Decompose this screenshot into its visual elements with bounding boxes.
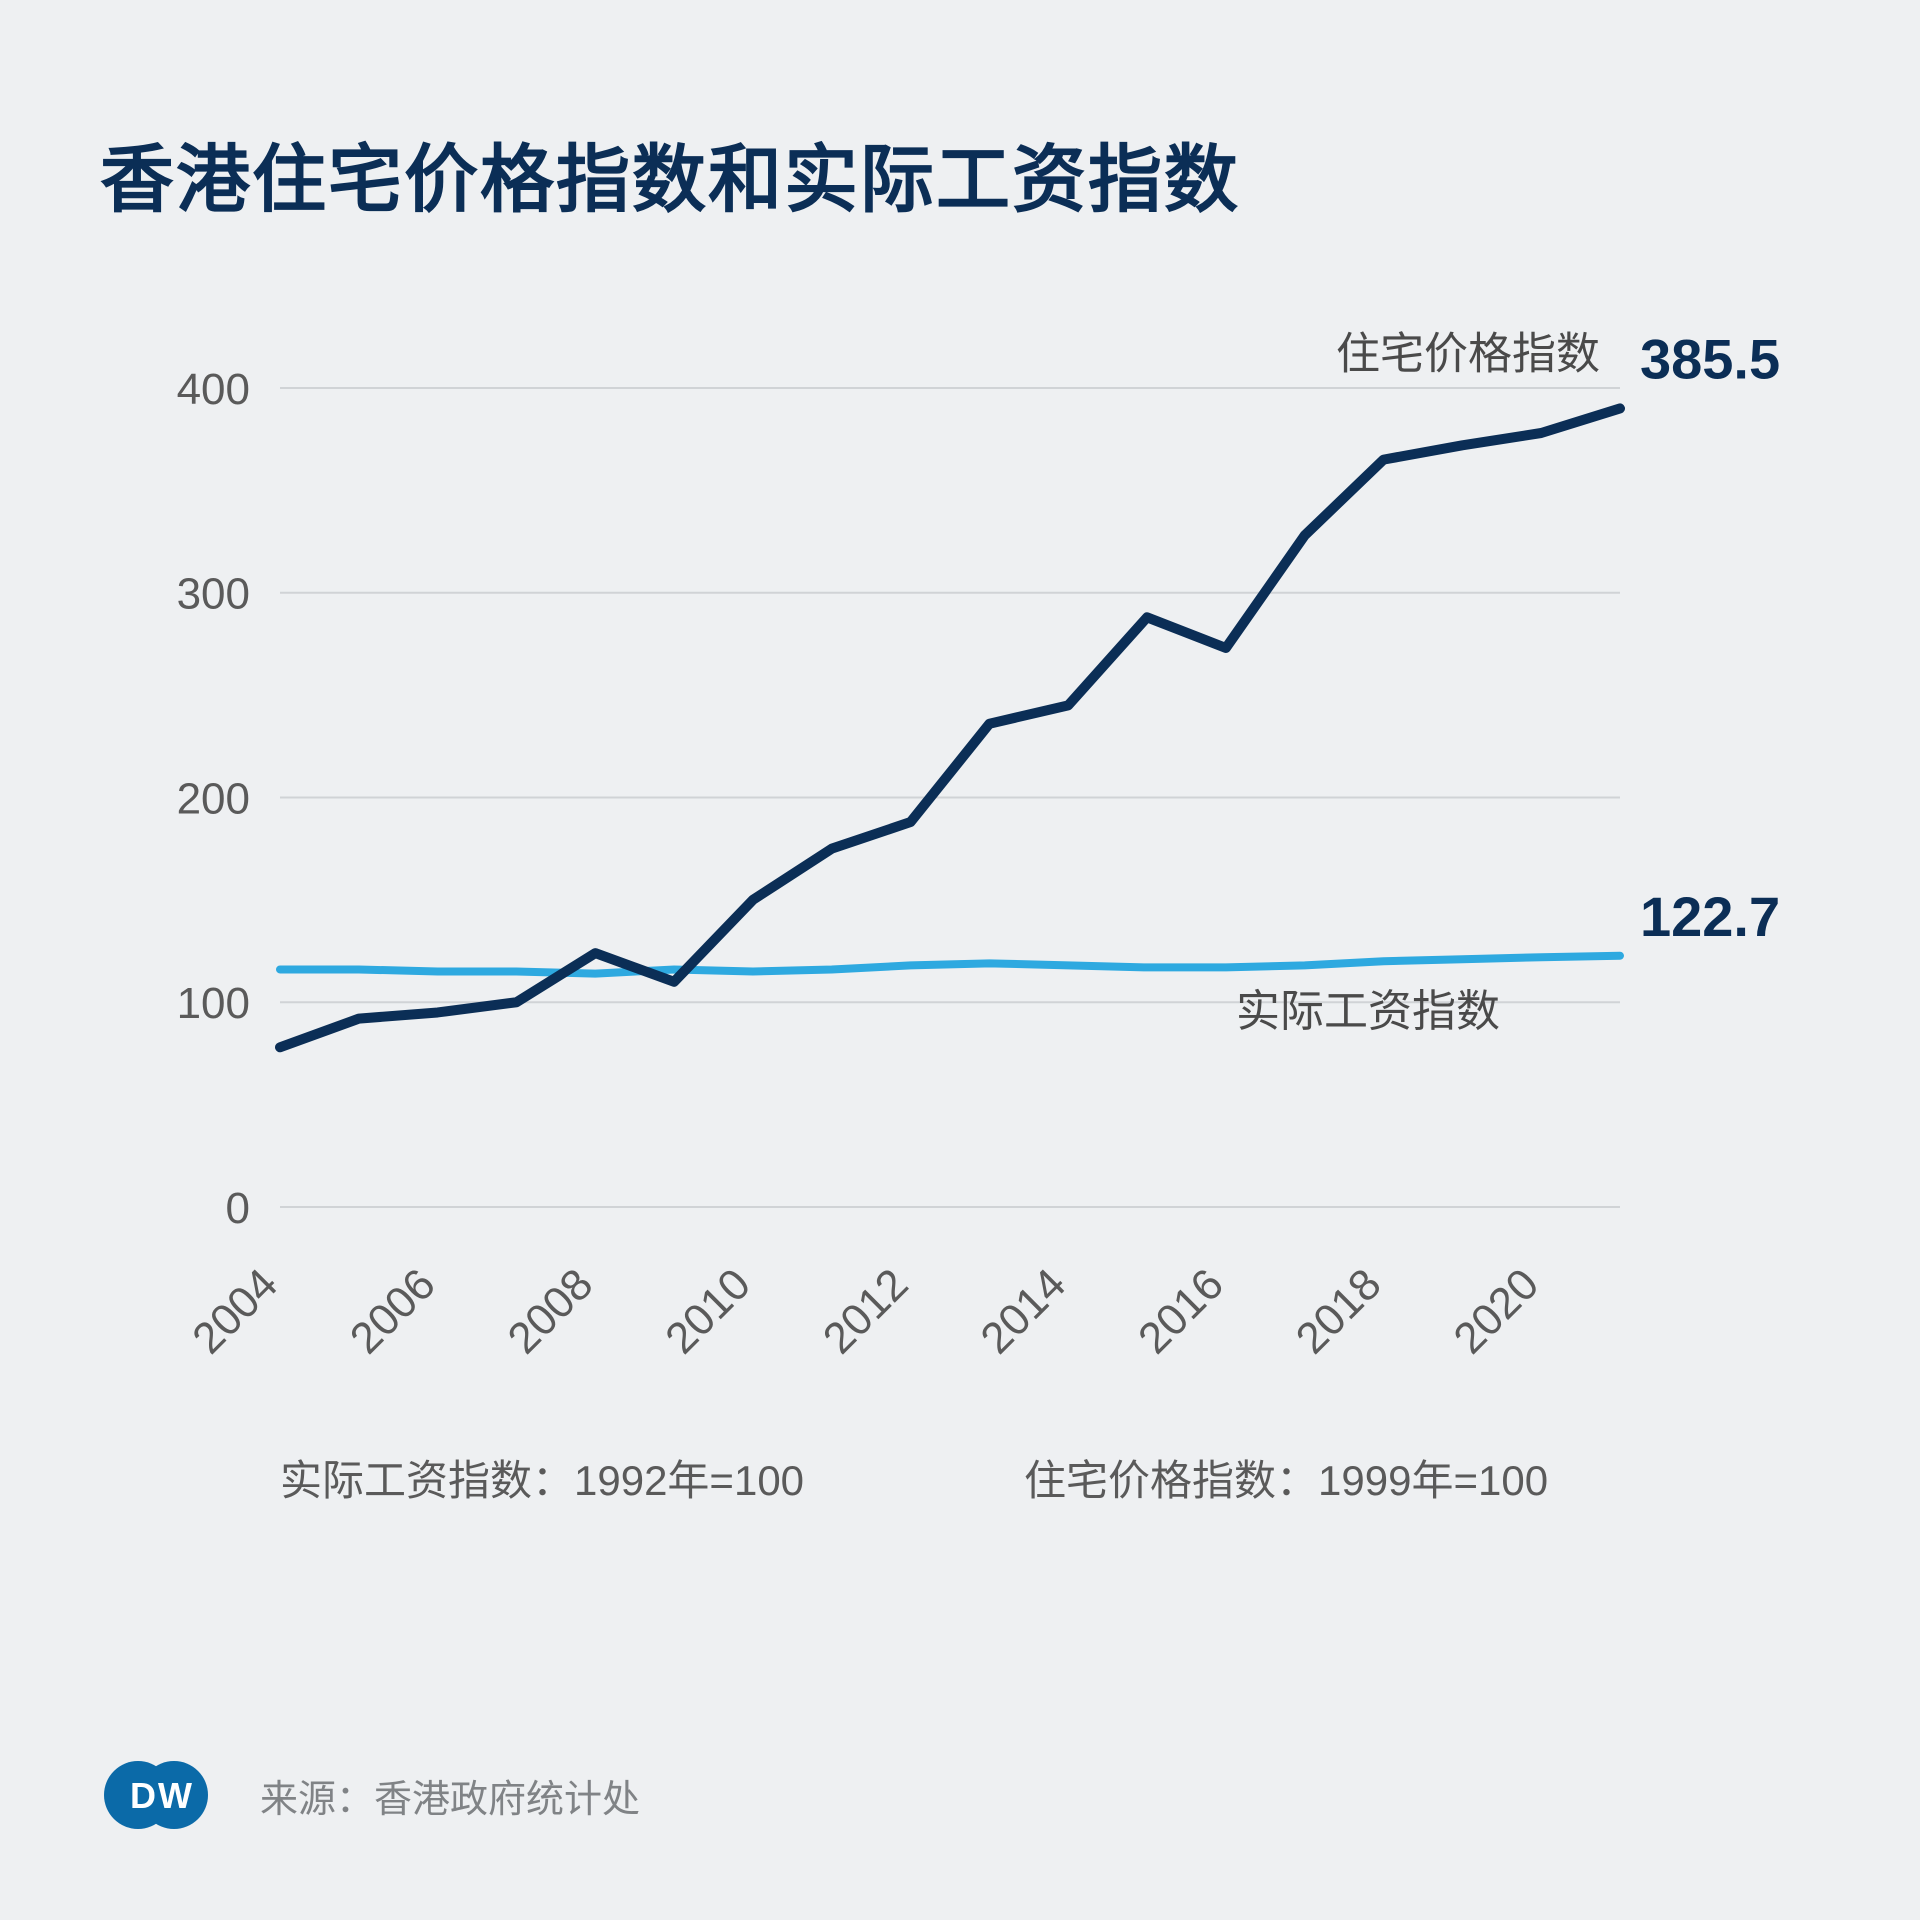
- svg-text:122.7: 122.7: [1640, 885, 1780, 948]
- svg-text:2014: 2014: [971, 1259, 1075, 1363]
- svg-text:2020: 2020: [1444, 1259, 1548, 1363]
- source-label: 来源：香港政府统计处: [260, 1768, 640, 1823]
- svg-text:2012: 2012: [814, 1259, 918, 1363]
- svg-text:W: W: [158, 1775, 192, 1816]
- footnotes: 实际工资指数：1992年=100 住宅价格指数：1999年=100: [100, 1447, 1820, 1508]
- line-chart-svg: 0 100 200 300 400 2004 2006 2008 2010 2012 2014 201…: [100, 307, 1820, 1407]
- svg-text:200: 200: [177, 774, 250, 823]
- svg-text:2006: 2006: [341, 1259, 445, 1363]
- svg-text:2016: 2016: [1129, 1259, 1233, 1363]
- svg-text:住宅价格指数: 住宅价格指数: [1336, 329, 1600, 378]
- note-housing: 住宅价格指数：1999年=100: [1024, 1447, 1548, 1508]
- chart-title: 香港住宅价格指数和实际工资指数: [100, 120, 1820, 227]
- svg-text:2004: 2004: [183, 1259, 287, 1363]
- chart-area: 0 100 200 300 400 2004 2006 2008 2010 2012 2014 201…: [100, 307, 1820, 1407]
- svg-text:D: D: [130, 1775, 156, 1816]
- note-wages: 实际工资指数：1992年=100: [280, 1447, 804, 1508]
- svg-text:实际工资指数: 实际工资指数: [1236, 987, 1500, 1036]
- svg-text:100: 100: [177, 979, 250, 1028]
- svg-text:2008: 2008: [498, 1259, 602, 1363]
- svg-text:2010: 2010: [656, 1259, 760, 1363]
- svg-text:0: 0: [226, 1184, 250, 1233]
- dw-logo-icon: D W: [100, 1760, 210, 1830]
- svg-text:2018: 2018: [1287, 1259, 1391, 1363]
- svg-text:385.5: 385.5: [1640, 327, 1780, 390]
- svg-text:400: 400: [177, 365, 250, 414]
- svg-text:300: 300: [177, 570, 250, 619]
